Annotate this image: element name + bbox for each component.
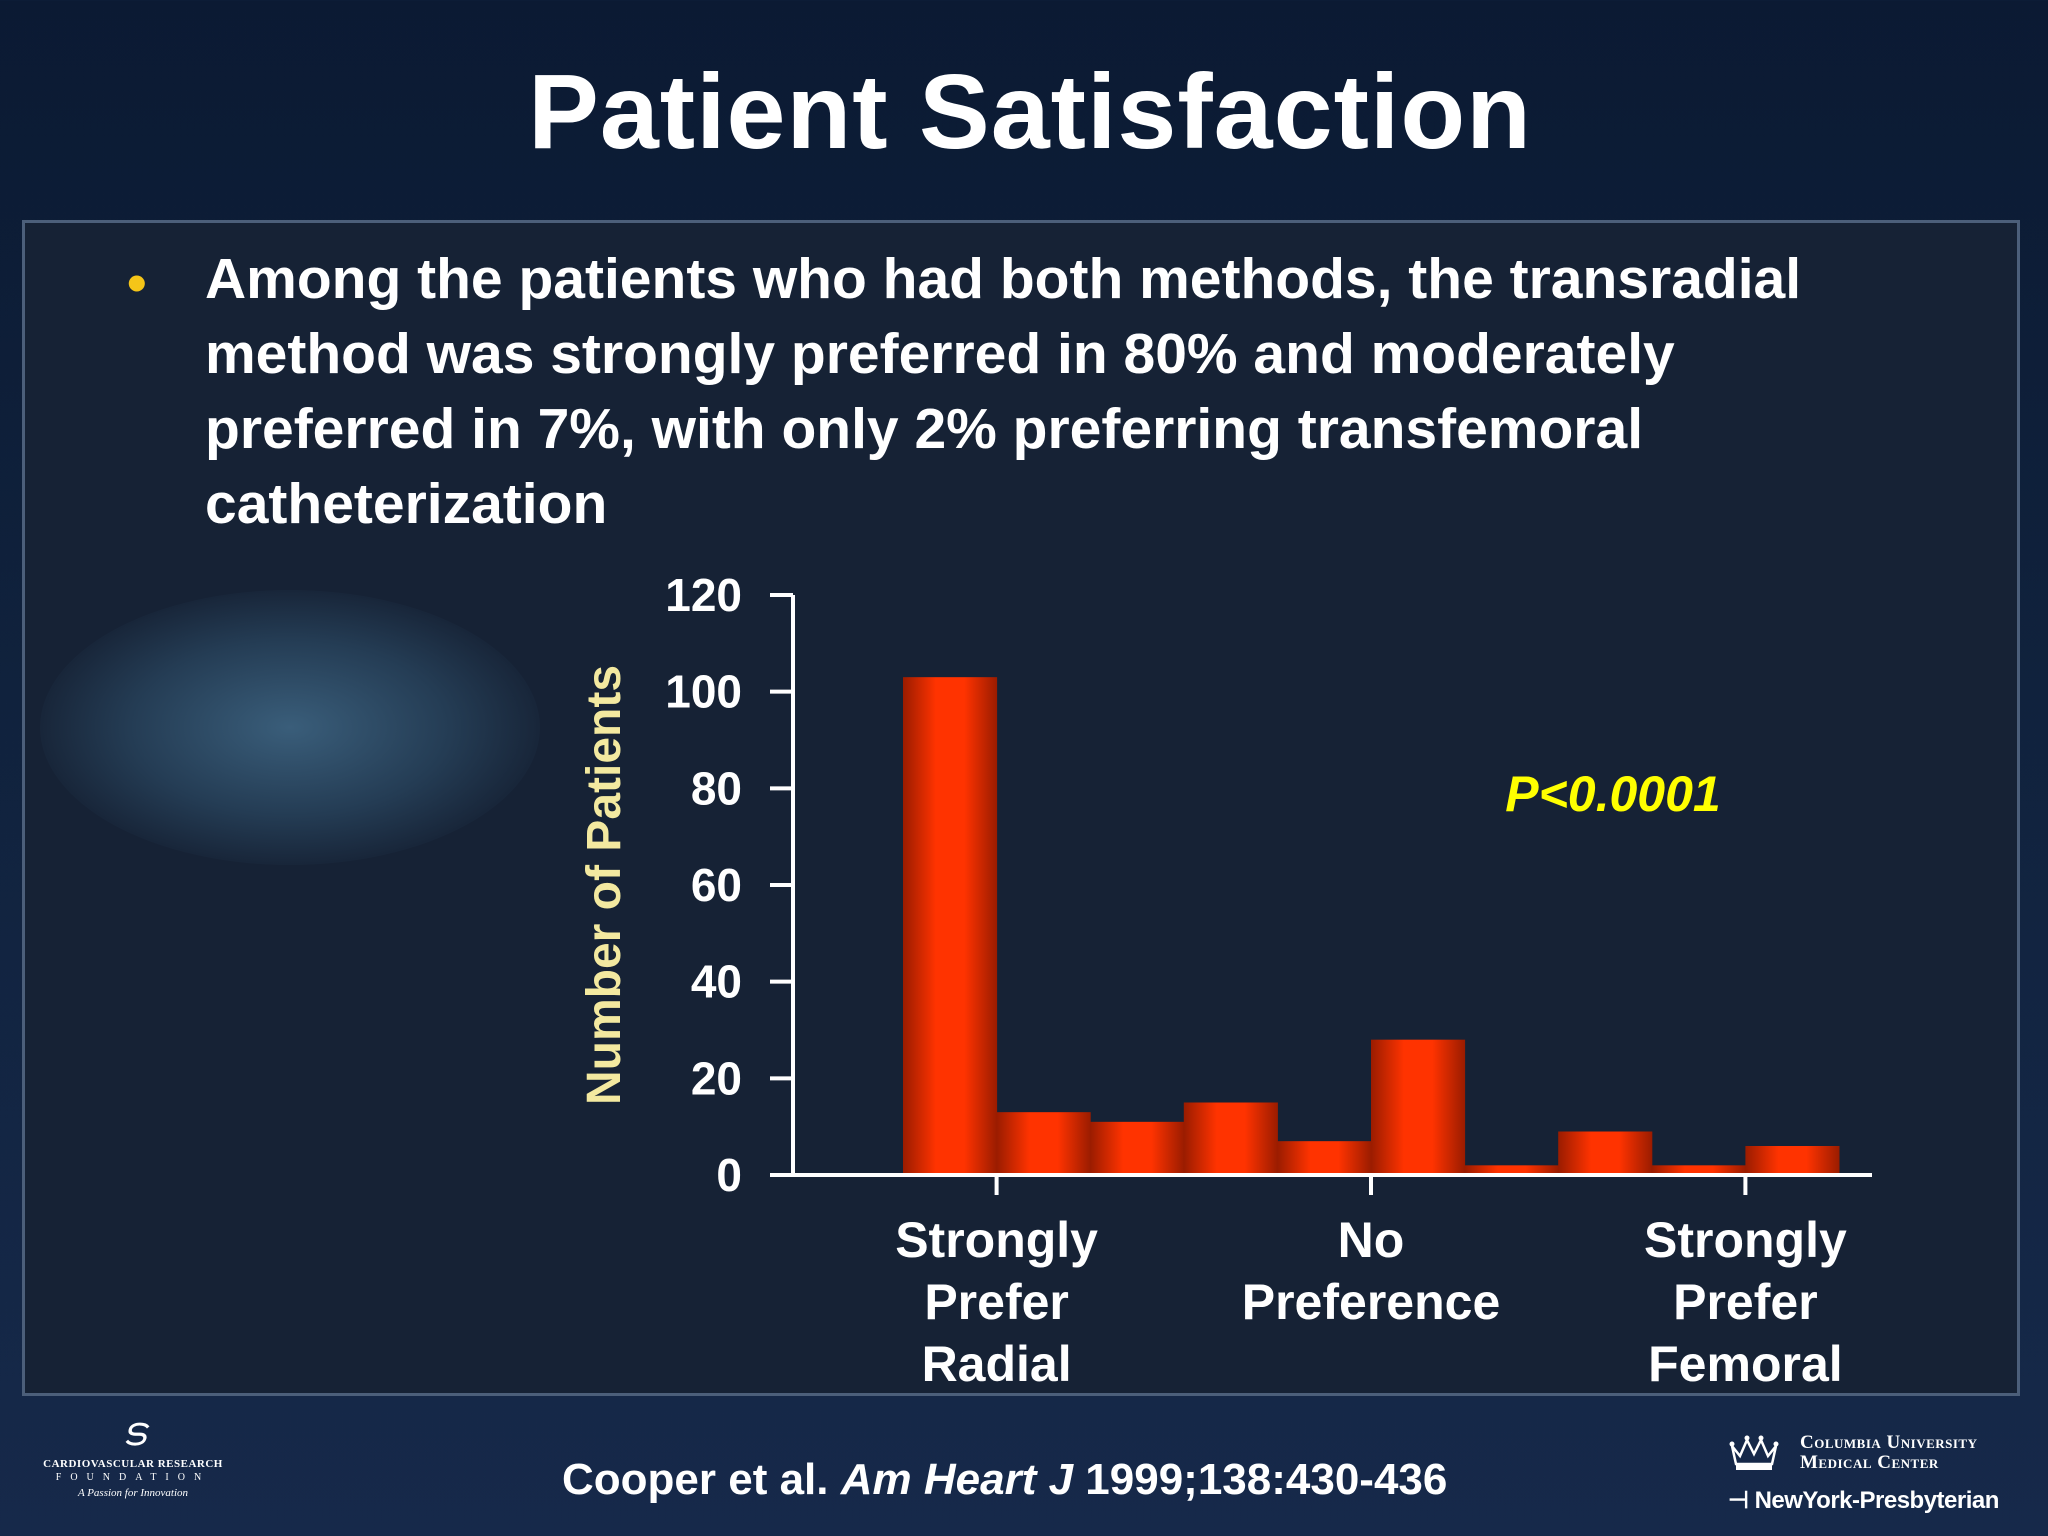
x-category-label-1: Strongly Prefer Radial: [895, 1212, 1098, 1392]
bar-7: [1464, 1165, 1559, 1175]
y-axis-title: Number of Patients: [578, 665, 631, 1105]
cumc-logo: Columbia University Medical Center ⊣ New…: [1728, 1428, 2028, 1523]
y-tick-label-120: 120: [665, 569, 742, 621]
crf-logo-line1: CARDIOVASCULAR RESEARCH: [43, 1458, 223, 1470]
crf-logo-line2: FOUNDATION: [55, 1472, 211, 1483]
y-tick-label-20: 20: [691, 1052, 742, 1104]
y-tick-label-40: 40: [691, 956, 742, 1008]
cumc-logo-line1: Columbia University: [1800, 1432, 1978, 1453]
cumc-logo-line2: Medical Center: [1800, 1452, 1939, 1473]
y-tick-label-100: 100: [665, 666, 742, 718]
crf-swirl-icon: ട: [121, 1409, 145, 1455]
bar-2: [996, 1112, 1091, 1175]
citation: Cooper et al. Am Heart J 1999;138:430-43…: [562, 1455, 1447, 1505]
bar-6: [1371, 1039, 1466, 1175]
x-category-label-3: Strongly Prefer Femoral: [1644, 1212, 1847, 1392]
bar-10: [1745, 1146, 1840, 1175]
crf-logo-line3: A Passion for Innovation: [77, 1487, 189, 1499]
nyp-logo-text: ⊣ NewYork-Presbyterian: [1728, 1487, 2000, 1514]
y-tick-label-80: 80: [691, 762, 742, 814]
bar-8: [1558, 1131, 1653, 1175]
bullet-icon: •: [127, 251, 147, 314]
bullet-text: Among the patients who had both methods,…: [205, 247, 1802, 536]
y-tick-label-60: 60: [691, 859, 742, 911]
bar-chart: 0 20 40 60 80 100 120 Number of Patients Strongl…: [578, 569, 1872, 1392]
bar-9: [1651, 1165, 1746, 1175]
p-value-annotation: P<0.0001: [1505, 766, 1720, 822]
y-tick-label-0: 0: [716, 1149, 742, 1201]
bar-3: [1090, 1121, 1185, 1175]
bar-5: [1277, 1141, 1372, 1175]
citation-reference: 1999;138:430-436: [1085, 1455, 1448, 1504]
citation-journal: Am Heart J: [840, 1455, 1074, 1504]
crown-icon: [1729, 1435, 1779, 1470]
decorative-glow: [40, 590, 540, 865]
x-category-label-2: No Preference: [1242, 1212, 1501, 1330]
bar-4: [1183, 1102, 1278, 1175]
nyp-name: NewYork-Presbyterian: [1754, 1487, 2000, 1514]
slide-title: Patient Satisfaction: [528, 53, 1532, 171]
bar-1: [903, 677, 998, 1175]
crf-logo: ട CARDIOVASCULAR RESEARCH FOUNDATION A P…: [38, 1412, 228, 1512]
citation-authors: Cooper et al.: [562, 1455, 829, 1504]
